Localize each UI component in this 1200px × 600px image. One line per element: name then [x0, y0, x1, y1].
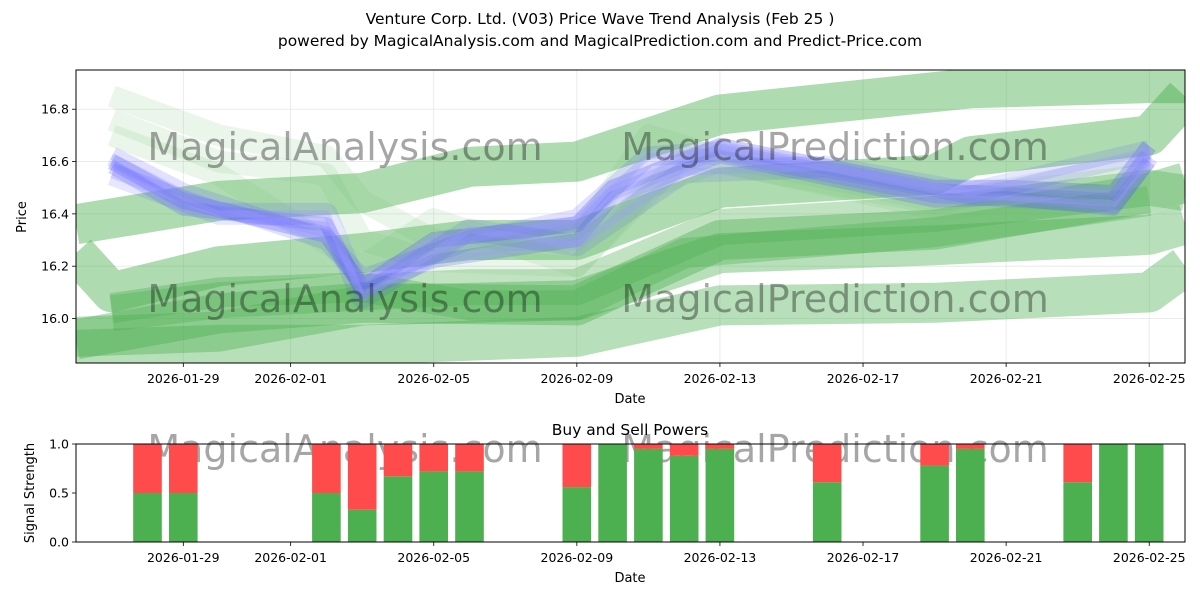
price-x-axis-label: Date — [614, 392, 645, 407]
buy-bar — [669, 455, 699, 542]
sell-bar — [705, 444, 735, 449]
power-y-tick-label: 0.5 — [49, 486, 69, 501]
price-x-tick-label: 2026-02-21 — [970, 371, 1043, 386]
power-y-tick-label: 1.0 — [49, 437, 69, 452]
prediction-wave-5 — [76, 250, 1185, 363]
prediction-wave-3 — [76, 163, 1185, 360]
power-x-tick-label: 2026-02-01 — [254, 550, 327, 565]
watermark-prediction-top: MagicalPrediction.com — [621, 125, 1049, 169]
price-axes: 2026-01-29 2026-02-01 2026-02-05 2026-02-09… — [41, 102, 1185, 386]
sell-bar — [347, 444, 377, 510]
power-x-tick-label: 2026-02-25 — [1113, 550, 1186, 565]
price-wave-2-core — [110, 153, 1152, 295]
power-x-tick-label: 2026-02-09 — [541, 550, 614, 565]
sell-bar — [133, 444, 162, 493]
power-x-tick-label: 2026-02-05 — [397, 550, 470, 565]
buy-bar — [383, 476, 413, 542]
buy-bar — [956, 448, 985, 542]
buy-bar — [133, 493, 162, 542]
sell-bar — [169, 444, 198, 493]
sell-bar — [562, 444, 592, 488]
prediction-wave-1 — [76, 82, 1185, 313]
figure-subtitle: powered by MagicalAnalysis.com and Magic… — [277, 32, 923, 50]
price-wave-4-core — [110, 147, 1151, 302]
buy-bar — [812, 482, 842, 542]
price-grid — [76, 70, 1185, 363]
buy-bar — [455, 471, 484, 542]
power-bars — [133, 444, 1164, 542]
buy-bar — [920, 465, 949, 542]
price-x-tick-label: 2026-02-25 — [1113, 371, 1186, 386]
sell-bar — [634, 444, 663, 449]
sell-bar — [669, 444, 699, 456]
price-y-tick-label: 16.2 — [41, 259, 69, 274]
price-y-tick-label: 16.8 — [41, 102, 69, 117]
buy-bar — [634, 448, 663, 542]
figure-title: Venture Corp. Ltd. (V03) Price Wave Tren… — [365, 10, 835, 28]
power-y-axis-label: Signal Strength — [23, 443, 38, 543]
buy-bar — [169, 493, 198, 542]
price-wave-3-core — [110, 147, 1152, 283]
sell-bar — [383, 444, 413, 477]
power-chart-title: Buy and Sell Powers — [552, 421, 709, 439]
price-wave-5 — [108, 85, 1151, 251]
prediction-wave-6 — [109, 169, 1185, 332]
price-plot-frame — [75, 69, 1186, 364]
price-y-tick-label: 16.0 — [41, 311, 69, 326]
watermark-analysis-top: MagicalAnalysis.com — [147, 125, 542, 169]
power-x-tick-label: 2026-02-17 — [827, 550, 900, 565]
price-x-tick-label: 2026-01-29 — [147, 371, 220, 386]
buy-bar — [419, 471, 448, 542]
price-x-tick-label: 2026-02-13 — [684, 371, 757, 386]
price-x-tick-label: 2026-02-17 — [827, 371, 900, 386]
sell-bar — [1063, 444, 1092, 483]
price-wave-lines — [76, 70, 1185, 363]
sell-bar — [419, 444, 448, 472]
sell-bar — [956, 444, 985, 449]
price-wave-3 — [107, 141, 1158, 290]
price-y-tick-label: 16.6 — [41, 154, 69, 169]
prediction-wave-4 — [76, 205, 1185, 357]
power-x-axis-label: Date — [614, 571, 645, 586]
prediction-wave-2 — [76, 70, 1185, 245]
watermark-prediction-mid: MagicalPrediction.com — [621, 277, 1049, 321]
buy-bar — [705, 448, 735, 542]
watermarks: MagicalAnalysis.com MagicalPrediction.co… — [147, 125, 1048, 471]
price-y-tick-label: 16.4 — [41, 206, 69, 221]
buy-bar — [347, 509, 377, 542]
sell-bar — [455, 444, 484, 472]
price-wave-6 — [107, 109, 1151, 278]
price-y-axis-label: Price — [15, 201, 30, 233]
price-wave-4 — [108, 140, 1152, 309]
price-wave-1 — [107, 137, 1156, 296]
price-x-tick-label: 2026-02-09 — [541, 371, 614, 386]
sell-bar — [312, 444, 341, 493]
buy-bar — [1099, 444, 1128, 542]
buy-bar — [598, 444, 627, 542]
price-wave-1-core — [110, 143, 1152, 290]
power-x-tick-label: 2026-01-29 — [147, 550, 220, 565]
price-x-tick-label: 2026-02-05 — [397, 371, 470, 386]
power-y-tick-label: 0.0 — [49, 535, 69, 550]
sell-bar — [812, 444, 842, 483]
buy-bar — [1063, 482, 1092, 542]
power-axes: 2026-01-29 2026-02-01 2026-02-05 2026-02-09… — [49, 437, 1185, 566]
sell-bar — [920, 444, 949, 466]
power-x-tick-label: 2026-02-21 — [970, 550, 1043, 565]
prediction-wave-7 — [109, 185, 1152, 323]
buy-bar — [562, 487, 592, 542]
price-wave-2 — [108, 149, 1155, 300]
buy-bar — [312, 493, 341, 542]
buy-bar — [1134, 444, 1164, 542]
power-x-tick-label: 2026-02-13 — [684, 550, 757, 565]
price-wave-7 — [108, 125, 1152, 278]
price-x-tick-label: 2026-02-01 — [254, 371, 327, 386]
watermark-analysis-mid: MagicalAnalysis.com — [147, 277, 542, 321]
